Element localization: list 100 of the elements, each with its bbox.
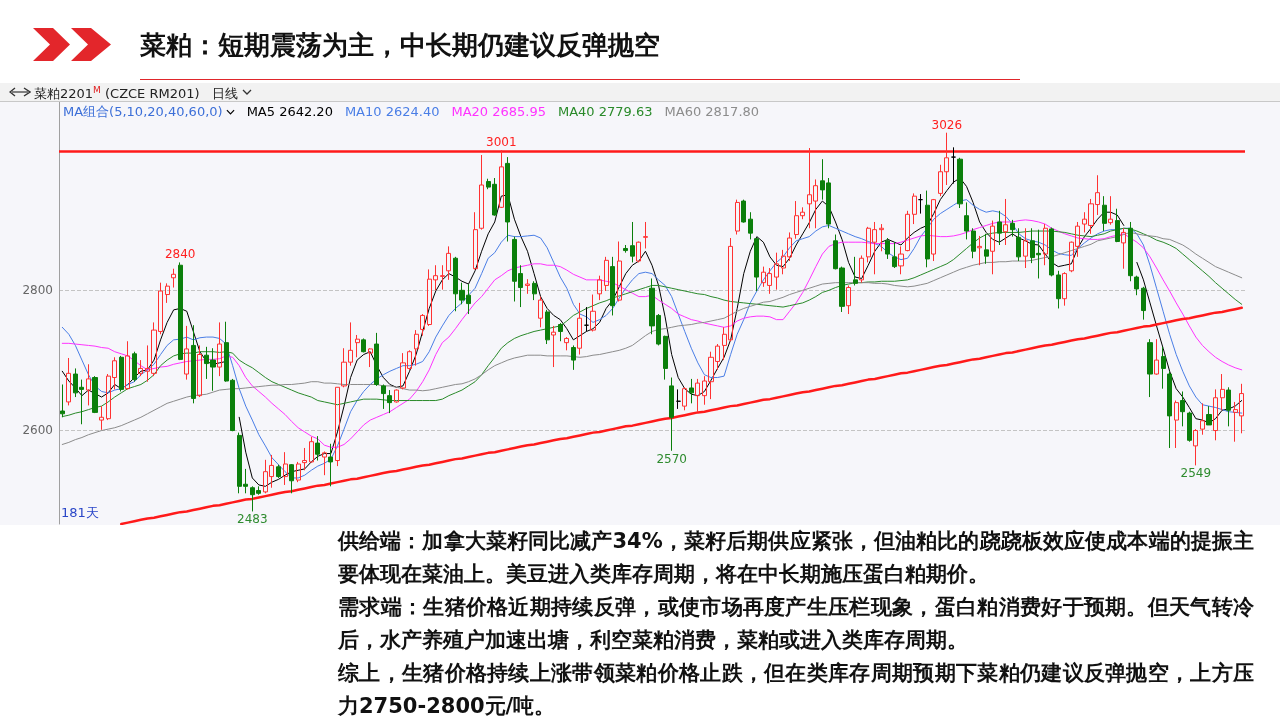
annotation: 2549: [1180, 466, 1212, 481]
candlestick: [197, 344, 202, 398]
candlestick: [1023, 227, 1028, 269]
candlestick: [990, 220, 995, 275]
candlestick: [532, 280, 537, 301]
candlestick: [66, 357, 71, 406]
candlestick: [1128, 221, 1133, 282]
annotation: 3026: [931, 117, 963, 132]
candlestick: [355, 334, 360, 358]
candlestick: [741, 199, 746, 224]
candlestick: [479, 154, 484, 231]
candlestick: [60, 384, 65, 418]
candlestick: [957, 157, 963, 209]
candlestick: [381, 384, 386, 410]
candlestick: [309, 436, 314, 464]
candlestick: [525, 278, 530, 295]
candlestick: [1200, 402, 1205, 436]
candlestick: [1206, 405, 1212, 426]
candlestick: [125, 340, 130, 390]
candlestick: [1187, 411, 1192, 443]
candlestick: [643, 221, 648, 249]
candlestick: [905, 210, 910, 252]
candlestick: [610, 256, 615, 316]
candlestick: [604, 256, 609, 292]
candlestick: [1049, 227, 1054, 277]
annotation: 181天: [61, 505, 99, 521]
candlestick: [1193, 428, 1198, 466]
candlestick: [630, 221, 635, 263]
candlestick: [132, 351, 137, 383]
candlestick: [178, 261, 183, 361]
candlestick: [138, 359, 143, 377]
candlestick: [335, 386, 340, 467]
candlestick: [1141, 286, 1146, 321]
candlestick: [1003, 198, 1008, 246]
candlestick: [1134, 275, 1139, 296]
candlestick: [669, 377, 674, 452]
candlestick: [92, 375, 98, 414]
candlestick: [577, 302, 582, 355]
candlestick: [276, 464, 281, 479]
text: MA60 2817.80: [664, 104, 760, 119]
candlestick: [440, 264, 445, 291]
annotation: 3001: [486, 135, 517, 150]
candlestick: [898, 245, 904, 275]
candlestick: [1056, 270, 1061, 309]
candlestick: [1108, 195, 1113, 226]
candlestick: [617, 241, 622, 302]
candlestick: [191, 324, 196, 404]
candlestick: [885, 237, 890, 260]
annotation: 2483: [237, 512, 268, 527]
candlestick: [1016, 227, 1021, 262]
candlestick: [551, 325, 556, 368]
candlestick: [931, 198, 936, 262]
candlestick: [1147, 338, 1153, 398]
candlestick: [564, 336, 569, 351]
candlestick: [754, 237, 759, 292]
text: MA40 2779.63: [557, 104, 653, 119]
candlestick: [86, 363, 91, 406]
text: 需求端：生猪价格近期持续反弹，或使市场再度产生压栏现象，蛋白粕消费好于预期。但天气转冷后，水产养殖户加速出塘，利空菜粕消费，菜粕或进入类库存周期。: [338, 594, 1254, 654]
text: MA20 2685.95: [451, 104, 546, 119]
candlestick: [368, 347, 373, 368]
candlestick: [1174, 400, 1179, 449]
candlestick: [623, 244, 628, 254]
annotation: 2840: [164, 247, 196, 262]
candlestick: [302, 447, 307, 471]
candlestick: [1062, 271, 1067, 307]
text: 供给端：加拿大菜籽同比减产34%，菜籽后期供应紧张，但油粕比的跷跷板效应使成本端的提振主要体现在菜油上。美豆进入类库存周期，将在中长期施压蛋白粕期价。: [338, 528, 1254, 588]
candlestick: [1102, 195, 1107, 232]
line-series: [120, 306, 1243, 525]
candlestick: [545, 309, 550, 345]
legend-label: MA5 2642.20: [246, 104, 333, 119]
candlestick: [1043, 223, 1048, 266]
candlestick: [918, 193, 923, 215]
candlestick: [99, 405, 104, 431]
candlestick: [387, 389, 392, 414]
candlestick: [374, 332, 379, 387]
candlestick: [420, 313, 425, 337]
candlestick: [735, 199, 740, 236]
candlestick: [964, 201, 969, 240]
candlestick: [971, 227, 976, 259]
candlestick: [394, 388, 399, 404]
text: 综上，生猪价格持续上涨带领菜粕价格止跌，但在类库存周期预期下菜粕仍建议反弹抛空，上方压力2750-2800元/吨。: [338, 660, 1254, 720]
candlestick: [414, 329, 419, 367]
candlestick: [1154, 338, 1159, 376]
candlestick: [912, 192, 917, 225]
candlestick: [590, 294, 596, 332]
candlestick: [689, 378, 694, 404]
candlestick: [925, 190, 930, 268]
candlestick: [846, 284, 851, 315]
chart-subtitle: 菜粕2201$^{M}$ (CZCE RM201) 日线: [34, 83, 239, 103]
candlestick: [473, 211, 478, 270]
candlestick: [984, 233, 989, 265]
candlestick: [165, 282, 170, 304]
candlestick: [322, 450, 327, 476]
candlestick: [774, 252, 779, 291]
candlestick: [119, 355, 124, 392]
y-tick-label: 2600: [22, 422, 53, 437]
candlestick: [682, 386, 687, 411]
candlestick: [977, 235, 982, 266]
candlestick: [361, 337, 366, 353]
candlestick: [853, 256, 858, 286]
